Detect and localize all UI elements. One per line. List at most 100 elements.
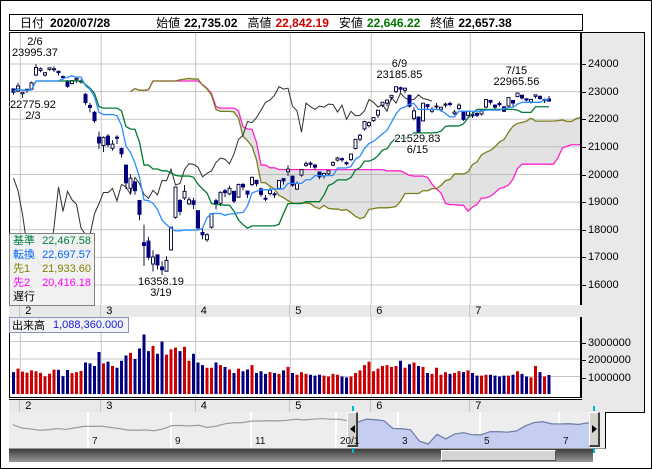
volume-value: 1,088,360.000 bbox=[53, 319, 124, 331]
axis-tick-mark bbox=[582, 146, 586, 148]
navigator-month-label: 7 bbox=[92, 436, 98, 447]
high-label: 高値 bbox=[247, 16, 272, 30]
quote-header: 日付 2020/07/28 始値 22,735.02 高値 22,842.19 … bbox=[9, 14, 583, 31]
month-tick-label: 2 bbox=[25, 305, 32, 317]
month-tick-line bbox=[100, 305, 102, 317]
month-tick-line bbox=[194, 400, 196, 412]
candlestick-ichimoku-svg bbox=[10, 33, 651, 305]
month-tick-label: 4 bbox=[200, 305, 207, 317]
legend-value: 22,697.57 bbox=[42, 249, 91, 261]
right-arrow-icon bbox=[591, 425, 597, 433]
close-label: 終値 bbox=[430, 16, 455, 30]
month-tick-label: 5 bbox=[295, 305, 302, 317]
legend-value: 20,416.18 bbox=[42, 277, 91, 289]
axis-tick-mark bbox=[582, 360, 586, 361]
navigator-left-handle[interactable] bbox=[347, 412, 358, 447]
axis-tick-label: 19000 bbox=[588, 196, 619, 209]
navigator-month-label: 7 bbox=[563, 436, 569, 447]
range-navigator: 7 9 11 20/1 3 5 7 bbox=[9, 412, 606, 449]
low-value: 22,646.22 bbox=[366, 15, 421, 30]
high-value: 22,842.19 bbox=[275, 15, 329, 30]
legend-label: 基準 bbox=[13, 235, 35, 247]
month-tick-label: 7 bbox=[475, 305, 482, 317]
handle-marker-tick bbox=[352, 448, 354, 453]
month-tick-line bbox=[370, 400, 372, 412]
handle-marker-tick bbox=[352, 406, 354, 411]
legend-row: 転換 22,697.57 bbox=[10, 248, 94, 262]
month-tick-label: 3 bbox=[106, 305, 113, 317]
legend-label: 遅行 bbox=[13, 291, 35, 303]
month-tick-label: 6 bbox=[376, 305, 383, 317]
month-tick-label: 2 bbox=[25, 400, 32, 412]
navigator-month-label: 11 bbox=[255, 436, 266, 447]
low-label: 安値 bbox=[338, 16, 363, 30]
navigator-minichart-svg bbox=[12, 412, 597, 448]
month-tick-line bbox=[289, 400, 291, 412]
legend-value: 22,467.58 bbox=[42, 235, 91, 247]
navigator-month-label: 5 bbox=[484, 436, 490, 447]
month-tick-label: 4 bbox=[200, 400, 207, 412]
main-chart-area bbox=[9, 32, 651, 306]
price-axis-panel: 24000 23000 22000 21000 20000 19000 18000 17000… bbox=[582, 32, 645, 413]
axis-tick-label: 1000000 bbox=[588, 371, 631, 384]
navigator-month-label: 3 bbox=[402, 436, 408, 447]
month-tick-line bbox=[370, 305, 372, 317]
close-value: 22,657.38 bbox=[458, 15, 512, 30]
axis-tick-mark bbox=[582, 119, 586, 121]
legend-label: 転換 bbox=[13, 249, 35, 261]
date-value: 2020/07/28 bbox=[50, 15, 111, 30]
month-tick-label: 3 bbox=[106, 400, 113, 412]
month-tick-line bbox=[100, 400, 102, 412]
legend-row: 先1 21,933.60 bbox=[10, 262, 94, 276]
month-tick-line bbox=[19, 305, 21, 317]
month-tick-line bbox=[469, 305, 471, 317]
month-tick-line bbox=[19, 400, 21, 412]
month-tick-line bbox=[469, 400, 471, 412]
open-label: 始値 bbox=[156, 16, 181, 30]
axis-tick-mark bbox=[582, 91, 586, 93]
ichimoku-legend: 基準 22,467.58 転換 22,697.57 先1 21,933.60 先2 20,41… bbox=[9, 233, 95, 306]
axis-tick-mark bbox=[582, 229, 586, 231]
handle-marker-tick bbox=[593, 406, 595, 411]
left-arrow-icon bbox=[349, 425, 355, 433]
axis-tick-label: 21000 bbox=[588, 140, 619, 153]
legend-label: 先1 bbox=[13, 263, 31, 275]
navigator-right-handle[interactable] bbox=[589, 412, 600, 447]
handle-marker-tick bbox=[593, 448, 595, 453]
legend-value: 21,933.60 bbox=[42, 263, 91, 275]
axis-tick-label: 22000 bbox=[588, 113, 619, 126]
axis-tick-mark bbox=[582, 64, 586, 65]
legend-label: 先2 bbox=[13, 277, 31, 289]
volume-readout: 出来高 1,088,360.000 bbox=[9, 317, 129, 333]
volume-bars-svg bbox=[10, 317, 580, 397]
axis-tick-label: 2000000 bbox=[588, 354, 631, 366]
date-label: 日付 bbox=[20, 16, 45, 30]
legend-row: 先2 20,416.18 bbox=[10, 276, 94, 290]
horizontal-scrollbar-track[interactable] bbox=[9, 449, 593, 462]
navigator-month-label: 9 bbox=[175, 436, 181, 447]
axis-tick-mark bbox=[582, 342, 586, 344]
axis-tick-label: 24000 bbox=[588, 58, 619, 70]
axis-tick-label: 20000 bbox=[588, 168, 619, 181]
axis-tick-label: 3000000 bbox=[588, 336, 631, 349]
legend-row: 基準 22,467.58 bbox=[10, 234, 94, 248]
axis-tick-label: 18000 bbox=[588, 223, 619, 236]
legend-row: 遅行 bbox=[10, 290, 94, 304]
open-value: 22,735.02 bbox=[184, 15, 238, 30]
axis-tick-mark bbox=[582, 202, 586, 204]
navigator-month-label: 20/1 bbox=[340, 436, 360, 447]
axis-tick-label: 17000 bbox=[588, 251, 619, 264]
axis-tick-label: 16000 bbox=[588, 279, 619, 291]
axis-tick-mark bbox=[582, 257, 586, 259]
horizontal-scrollbar-thumb[interactable] bbox=[441, 450, 556, 461]
axis-tick-label: 23000 bbox=[588, 85, 619, 98]
axis-tick-mark bbox=[582, 377, 586, 379]
month-tick-line bbox=[289, 305, 291, 317]
month-tick-label: 5 bbox=[295, 400, 302, 412]
axis-tick-mark bbox=[582, 285, 586, 286]
volume-label: 出来高 bbox=[12, 320, 45, 332]
month-axis-volume: 2 3 4 5 6 7 bbox=[9, 399, 582, 413]
month-tick-line bbox=[194, 305, 196, 317]
axis-tick-mark bbox=[582, 174, 586, 176]
